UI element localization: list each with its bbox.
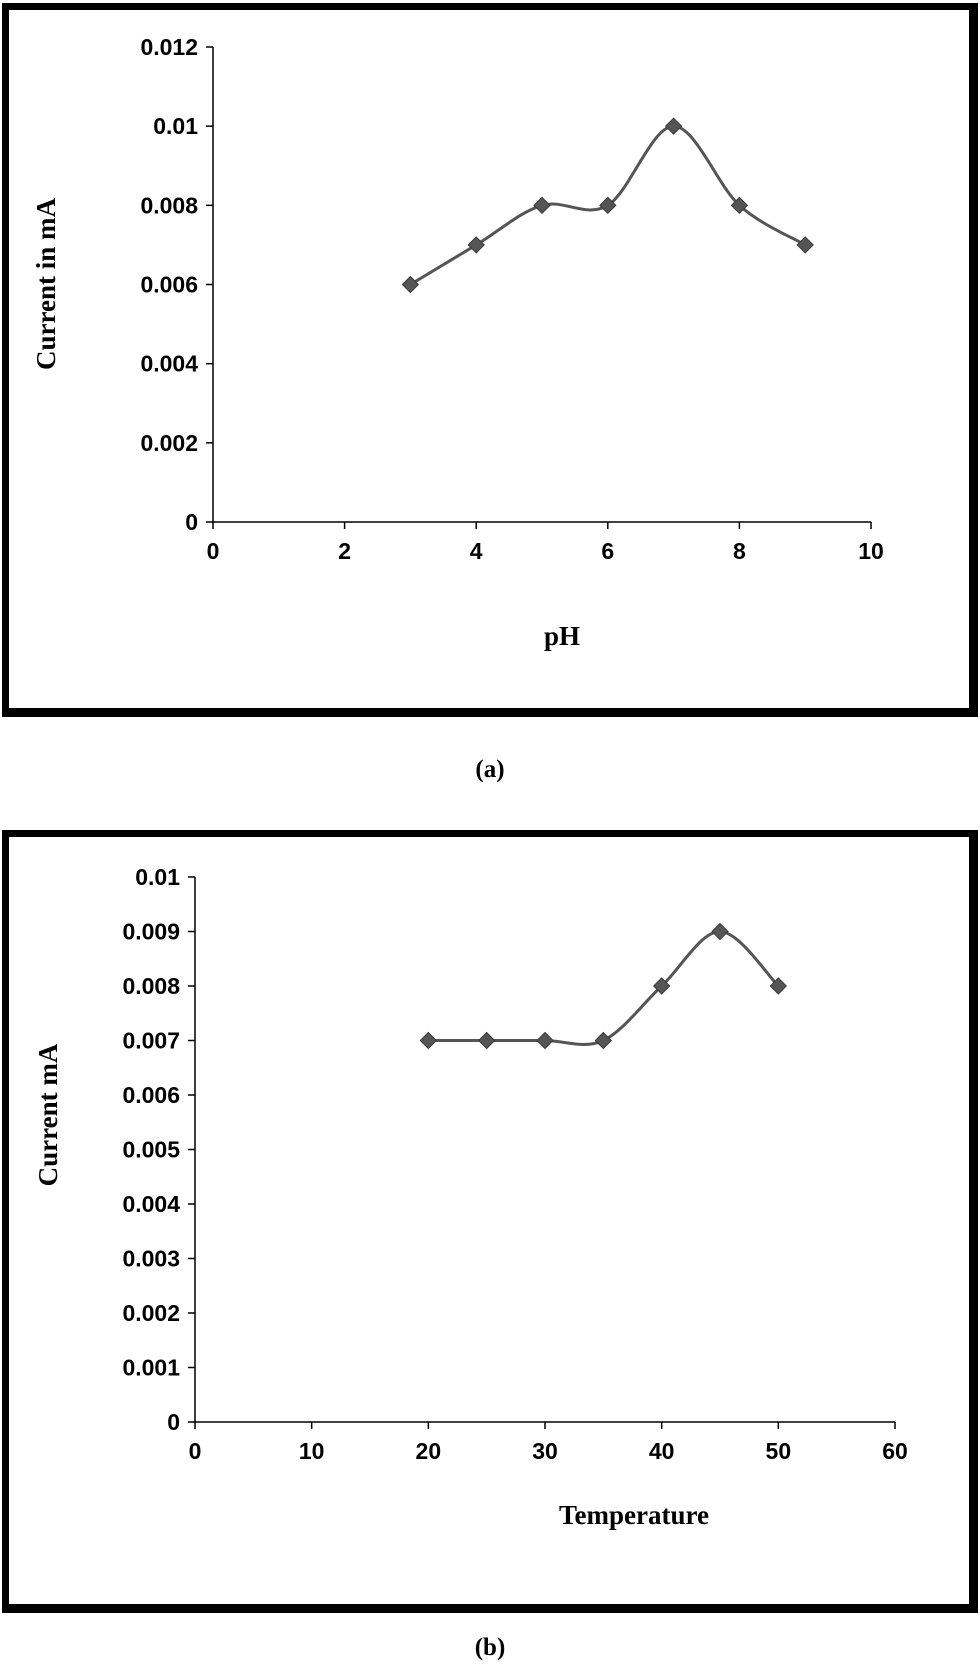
- y-tick-label: 0.01: [135, 864, 180, 890]
- caption-a: (a): [475, 756, 505, 783]
- y-tick-label: 0.003: [122, 1246, 180, 1272]
- x-tick-label: 10: [299, 1438, 325, 1464]
- y-tick-label: 0.01: [153, 113, 198, 139]
- x-tick-label: 8: [733, 538, 746, 564]
- chart-a: 0 0.002 0.004 0.006 0.008 0.01 0.012 0 2 4 6 8 10 pH C…: [31, 34, 884, 651]
- y-tick-label: 0: [185, 509, 198, 535]
- x-tick-label: 10: [858, 538, 884, 564]
- x-axis-title: pH: [544, 621, 580, 651]
- data-point-marker: [599, 196, 617, 215]
- x-axis-title: Temperature: [559, 1500, 709, 1530]
- data-point-marker: [467, 236, 485, 254]
- data-point-marker: [533, 196, 551, 215]
- x-tick-label: 40: [649, 1438, 675, 1464]
- chart-frame-b: [2, 830, 978, 1613]
- y-tick-label: 0.007: [122, 1028, 180, 1054]
- data-point-marker: [594, 1031, 613, 1050]
- x-tick-label: 0: [207, 538, 220, 564]
- x-tick-label: 4: [470, 538, 483, 564]
- data-point-marker: [536, 1031, 554, 1050]
- chart-frame-a: [2, 3, 978, 717]
- data-point-marker: [419, 1031, 438, 1050]
- x-tick-label: 60: [882, 1438, 908, 1464]
- data-point-marker: [477, 1031, 496, 1050]
- data-point-marker: [769, 977, 788, 995]
- x-tick-label: 2: [338, 538, 351, 564]
- y-tick-label: 0.008: [122, 973, 180, 999]
- x-tick-label: 30: [532, 1438, 558, 1464]
- data-point-marker: [664, 117, 683, 135]
- data-point-marker: [711, 922, 729, 941]
- series-line: [428, 929, 780, 1046]
- x-tick-label: 50: [766, 1438, 792, 1464]
- y-tick-label: 0.005: [122, 1137, 180, 1163]
- y-tick-label: 0.006: [140, 272, 198, 298]
- y-tick-label: 0.002: [122, 1300, 180, 1326]
- data-point-marker: [796, 236, 814, 254]
- y-tick-label: 0.001: [122, 1355, 180, 1381]
- y-tick-label: 0.004: [140, 351, 198, 377]
- x-tick-label: 0: [189, 1438, 202, 1464]
- x-tick-label: 6: [601, 538, 614, 564]
- y-tick-label: 0.002: [140, 430, 198, 456]
- y-tick-label: 0: [167, 1409, 180, 1435]
- chart-b: 0 0.001 0.002 0.003 0.004 0.005 0.006 0.007 0.00…: [33, 864, 908, 1530]
- x-tick-label: 20: [416, 1438, 442, 1464]
- data-point-marker: [401, 275, 420, 294]
- y-tick-label: 0.004: [122, 1191, 180, 1217]
- data-point-marker: [730, 196, 749, 215]
- y-tick-label: 0.008: [140, 192, 198, 218]
- y-tick-label: 0.006: [122, 1082, 180, 1108]
- caption-b: (b): [474, 1634, 506, 1661]
- y-tick-label: 0.009: [122, 919, 180, 945]
- y-axis-title: Current mA: [33, 1043, 63, 1186]
- data-point-marker: [652, 977, 671, 995]
- y-tick-label: 0.012: [140, 34, 198, 60]
- y-axis-title: Current in mA: [31, 198, 61, 370]
